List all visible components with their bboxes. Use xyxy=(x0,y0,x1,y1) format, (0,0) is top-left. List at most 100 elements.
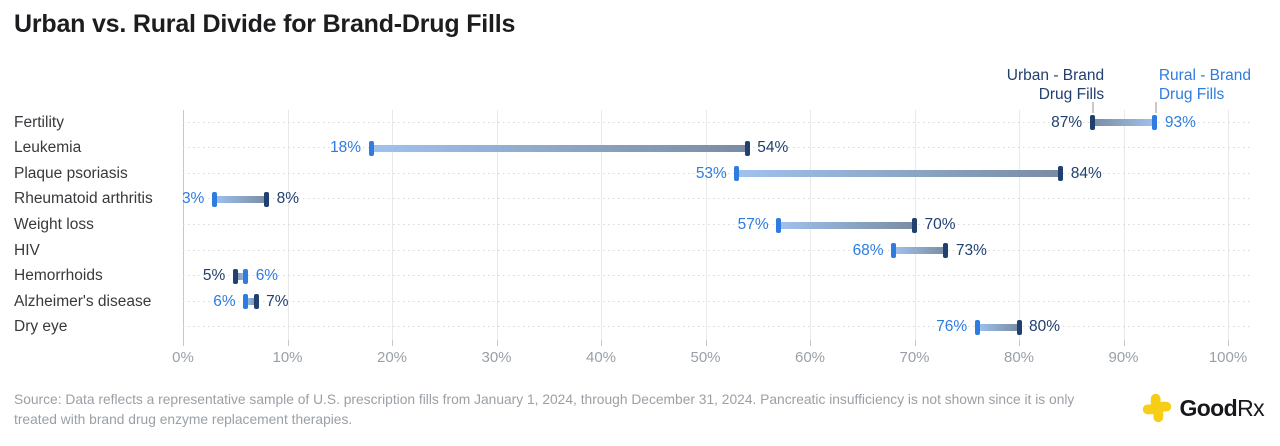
urban-value-label: 8% xyxy=(276,190,299,208)
category-label: Rheumatoid arthritis xyxy=(14,190,153,208)
chart-title: Urban vs. Rural Divide for Brand-Drug Fi… xyxy=(14,10,516,38)
urban-value-label: 87% xyxy=(1051,113,1083,131)
urban-marker xyxy=(1058,166,1064,182)
urban-marker xyxy=(1089,115,1095,131)
x-axis-tick xyxy=(287,340,289,346)
rural-marker xyxy=(243,268,249,284)
x-axis-tick xyxy=(392,340,393,346)
legend-rural-line1: Rural - Brand xyxy=(1158,67,1252,84)
urban-marker xyxy=(264,191,270,207)
category-label: HIV xyxy=(14,241,40,259)
source-note: Source: Data reflects a representative s… xyxy=(14,392,1075,427)
x-axis-tick xyxy=(183,340,184,346)
legend-urban-label: Urban - Brand Drug Fills xyxy=(1007,66,1104,104)
row-dotted-line xyxy=(183,275,1250,278)
x-axis-tick-label: 50% xyxy=(690,349,721,366)
x-axis-tick-label: 30% xyxy=(481,349,512,366)
rural-value-label: 53% xyxy=(695,164,727,182)
legend-rural-line2: Drug Fills xyxy=(1158,86,1225,103)
row-dotted-line xyxy=(183,121,1250,124)
urban-value-label: 70% xyxy=(924,216,956,233)
x-axis-tick-label: 70% xyxy=(899,349,930,366)
category-label: Alzheimer's disease xyxy=(14,292,152,310)
rural-value-label: 57% xyxy=(737,216,769,233)
category-label: Leukemia xyxy=(14,139,82,157)
x-axis-tick xyxy=(1228,340,1229,346)
x-axis-tick xyxy=(496,340,498,346)
rural-value-label: 68% xyxy=(852,241,884,259)
legend-urban-line2: Drug Fills xyxy=(1038,86,1105,103)
row-dotted-line xyxy=(183,198,1250,201)
x-axis-tick xyxy=(705,340,707,346)
goodrx-wordmark-rx: Rx xyxy=(1237,395,1265,421)
category-label: Hemorrhoids xyxy=(14,267,103,285)
dumbbell-bar xyxy=(778,221,915,229)
x-axis-tick-label: 80% xyxy=(1003,349,1035,366)
goodrx-logo-icon xyxy=(1143,393,1172,423)
rural-value-label: 93% xyxy=(1164,113,1196,131)
rural-value-label: 6% xyxy=(255,267,279,285)
urban-value-label: 5% xyxy=(202,267,226,285)
urban-marker xyxy=(943,243,949,259)
dumbbell-bar xyxy=(893,247,946,255)
row-dotted-line xyxy=(183,249,1250,252)
urban-marker xyxy=(744,140,750,156)
urban-value-label: 80% xyxy=(1029,318,1061,336)
rural-marker xyxy=(734,166,740,182)
x-axis-tick xyxy=(1019,340,1020,346)
legend-rural-label: Rural - Brand Drug Fills xyxy=(1159,66,1251,104)
category-label: Fertility xyxy=(14,113,64,131)
dumbbell-bar xyxy=(371,144,748,152)
rural-value-label: 3% xyxy=(181,190,205,208)
row-dotted-line xyxy=(183,300,1250,303)
category-label: Dry eye xyxy=(14,318,68,336)
rural-marker xyxy=(776,217,782,233)
urban-value-label: 84% xyxy=(1070,164,1102,182)
x-axis-tick xyxy=(601,340,602,346)
x-axis-tick-label: 40% xyxy=(585,349,617,366)
legend-leader-line xyxy=(1092,102,1095,113)
dumbbell-bar xyxy=(977,323,1019,331)
x-axis-tick-label: 60% xyxy=(794,349,826,366)
x-axis-tick xyxy=(914,340,916,346)
category-label: Weight loss xyxy=(14,216,94,233)
x-axis-tick-label: 100% xyxy=(1208,349,1248,366)
urban-value-label: 54% xyxy=(757,139,789,157)
dumbbell-bar xyxy=(1092,119,1155,127)
rural-marker xyxy=(1152,115,1158,131)
x-axis-tick xyxy=(1123,340,1125,346)
urban-marker xyxy=(1016,319,1022,335)
rural-marker xyxy=(211,191,217,207)
row-dotted-line xyxy=(183,326,1250,329)
row-dotted-line xyxy=(183,224,1250,226)
urban-marker xyxy=(912,217,917,233)
goodrx-wordmark-good: Good xyxy=(1179,395,1238,421)
x-axis-tick-label: 90% xyxy=(1108,349,1139,366)
x-axis-tick-label: 10% xyxy=(272,349,303,366)
dumbbell-bar xyxy=(235,272,246,280)
rural-value-label: 76% xyxy=(936,318,968,336)
x-axis-tick xyxy=(810,340,811,346)
row-dotted-line xyxy=(183,172,1250,175)
urban-marker xyxy=(253,294,259,310)
rural-value-label: 18% xyxy=(330,139,362,157)
chart-footer: Source: Data reflects a representative s… xyxy=(14,390,1265,430)
x-axis-tick-label: 20% xyxy=(376,349,408,366)
dumbbell-bar xyxy=(245,298,257,306)
rural-value-label: 6% xyxy=(213,292,236,310)
legend-urban-line1: Urban - Brand xyxy=(1006,67,1105,84)
rural-marker xyxy=(891,243,897,259)
dumbbell-bar xyxy=(736,170,1061,178)
urban-marker xyxy=(232,268,238,284)
legend-leader-line xyxy=(1154,102,1157,113)
x-axis-tick-label: 0% xyxy=(172,349,194,366)
dumbbell-bar xyxy=(214,195,267,203)
goodrx-logo: GoodRx xyxy=(1141,392,1265,424)
rural-marker xyxy=(243,294,249,310)
rural-marker xyxy=(368,140,374,156)
rural-marker xyxy=(974,319,980,335)
urban-value-label: 7% xyxy=(266,292,289,310)
category-label: Plaque psoriasis xyxy=(14,164,128,182)
